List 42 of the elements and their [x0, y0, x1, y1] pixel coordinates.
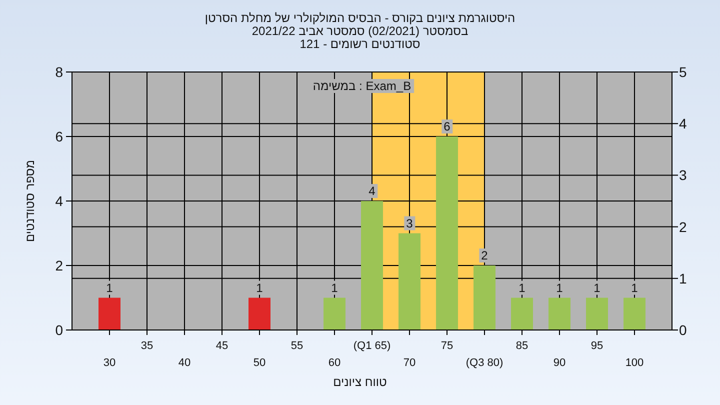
y2-tick-label: 2	[679, 218, 687, 235]
data-label: 1	[631, 280, 638, 295]
y2-tick-label: 5	[679, 64, 687, 80]
data-label: 2	[481, 248, 488, 262]
data-label: 3	[406, 216, 414, 230]
data-label: 1	[518, 280, 526, 295]
x-tick-label: 95	[590, 340, 604, 352]
data-label: 1	[556, 280, 564, 295]
x-tick-label: 85	[516, 340, 528, 352]
x-tick-label: (Q1 65)	[353, 340, 391, 352]
y-axis-title: מספר סטודנטים	[23, 160, 37, 242]
y2-tick-label: 3	[679, 167, 687, 184]
x-axis-title: טווח ציונים	[333, 375, 388, 389]
y2-tick-label: 4	[679, 116, 687, 132]
chart-title: היסטוגרמת ציונים בקורס - הבסיס המולקולרי של מחלת הסרטן	[204, 11, 516, 25]
data-label: 1	[256, 280, 264, 295]
x-tick-label: 100	[625, 357, 644, 369]
data-label: 4	[368, 184, 376, 198]
x-tick-label: 70	[403, 357, 416, 369]
y2-tick-label: 1	[679, 270, 687, 286]
y-tick-label: 2	[55, 258, 64, 274]
x-tick-label: 75	[440, 340, 454, 352]
y-tick-label: 8	[55, 64, 64, 80]
x-tick-label: 40	[178, 357, 191, 369]
x-tick-label: 90	[553, 357, 566, 369]
x-tick-label: 30	[103, 357, 116, 369]
x-tick-label: (Q3 80)	[466, 357, 504, 369]
y-tick-label: 0	[55, 322, 64, 338]
y-tick-label: 6	[55, 128, 64, 144]
x-tick-label: 35	[140, 340, 154, 352]
data-label: 1	[331, 280, 338, 295]
y2-tick-label: 0	[679, 322, 687, 338]
annotation: במשימה : Exam_B	[312, 79, 412, 93]
data-label: 1	[106, 280, 114, 295]
data-label: 1	[594, 280, 601, 295]
data-label: 6	[444, 120, 451, 134]
x-tick-label: 45	[216, 340, 228, 352]
x-tick-label: 60	[328, 357, 341, 369]
x-tick-label: 55	[290, 340, 304, 352]
y-tick-label: 4	[55, 193, 64, 209]
x-tick-label: 50	[253, 357, 266, 369]
chart-subtitle: בסמסטר (02/2021) סמסטר אביב 2021/22 סטודנטים רשומים - 121	[252, 24, 468, 51]
